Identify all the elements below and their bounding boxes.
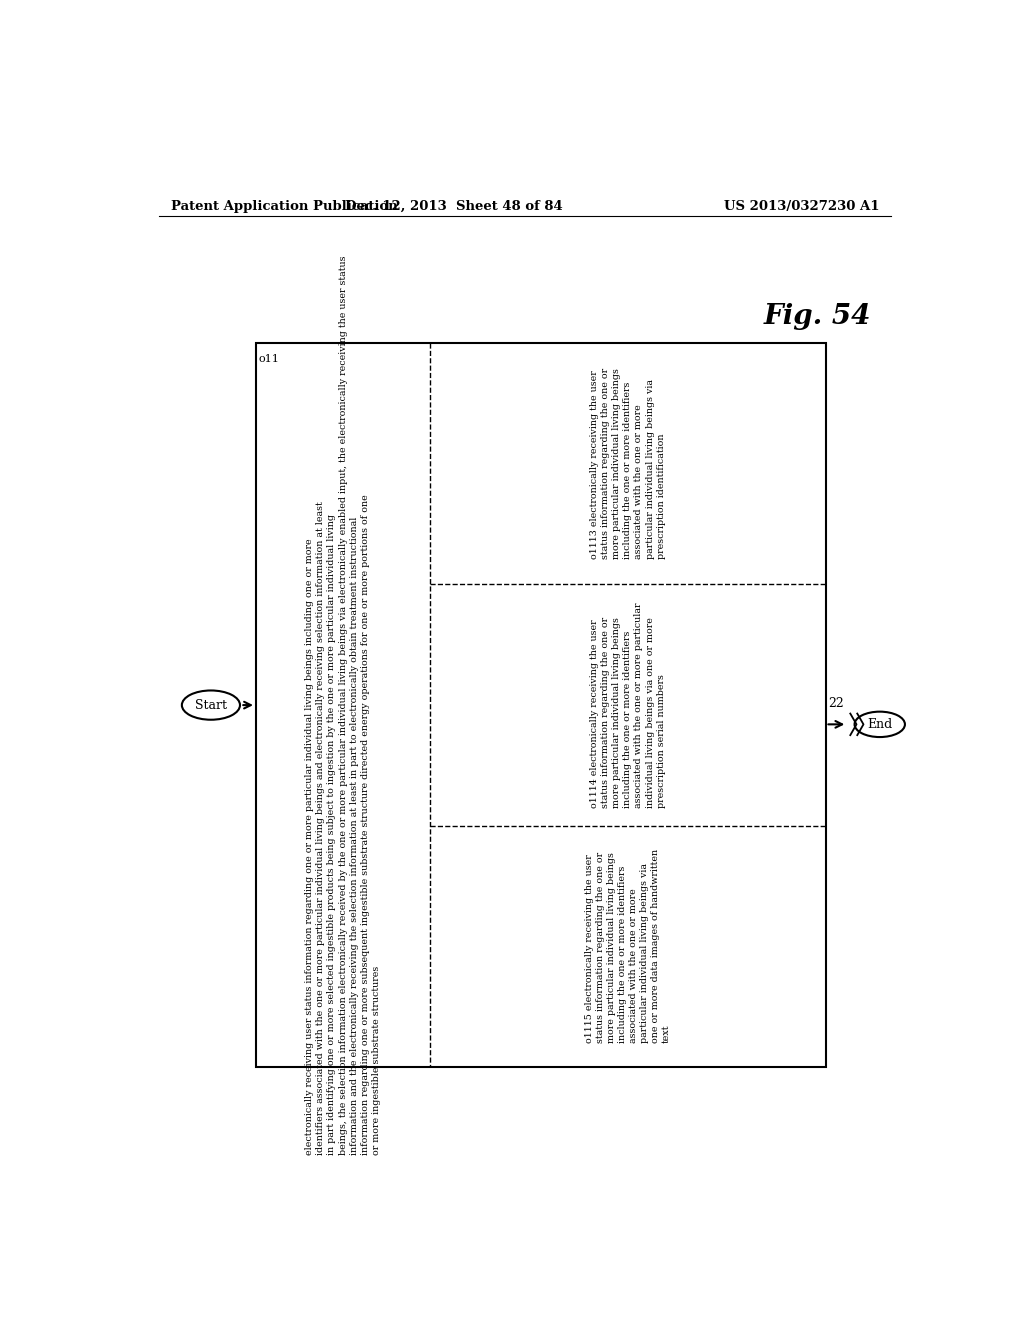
Text: Start: Start xyxy=(195,698,227,711)
Ellipse shape xyxy=(855,711,905,737)
Text: o1115 electronically receiving the user
status information regarding the one or
: o1115 electronically receiving the user … xyxy=(585,849,671,1043)
Text: electronically receiving user status information regarding one or more particula: electronically receiving user status inf… xyxy=(305,255,381,1155)
Text: Dec. 12, 2013  Sheet 48 of 84: Dec. 12, 2013 Sheet 48 of 84 xyxy=(345,199,562,213)
Text: o11: o11 xyxy=(258,354,280,364)
Text: o1113 electronically receiving the user
status information regarding the one or
: o1113 electronically receiving the user … xyxy=(590,368,666,560)
Text: US 2013/0327230 A1: US 2013/0327230 A1 xyxy=(724,199,880,213)
Ellipse shape xyxy=(182,690,240,719)
Text: End: End xyxy=(867,718,892,731)
Text: 22: 22 xyxy=(828,697,844,710)
Text: Fig. 54: Fig. 54 xyxy=(764,302,870,330)
Bar xyxy=(256,343,825,1067)
Text: o1114 electronically receiving the user
status information regarding the one or
: o1114 electronically receiving the user … xyxy=(590,602,666,808)
Text: Patent Application Publication: Patent Application Publication xyxy=(171,199,397,213)
